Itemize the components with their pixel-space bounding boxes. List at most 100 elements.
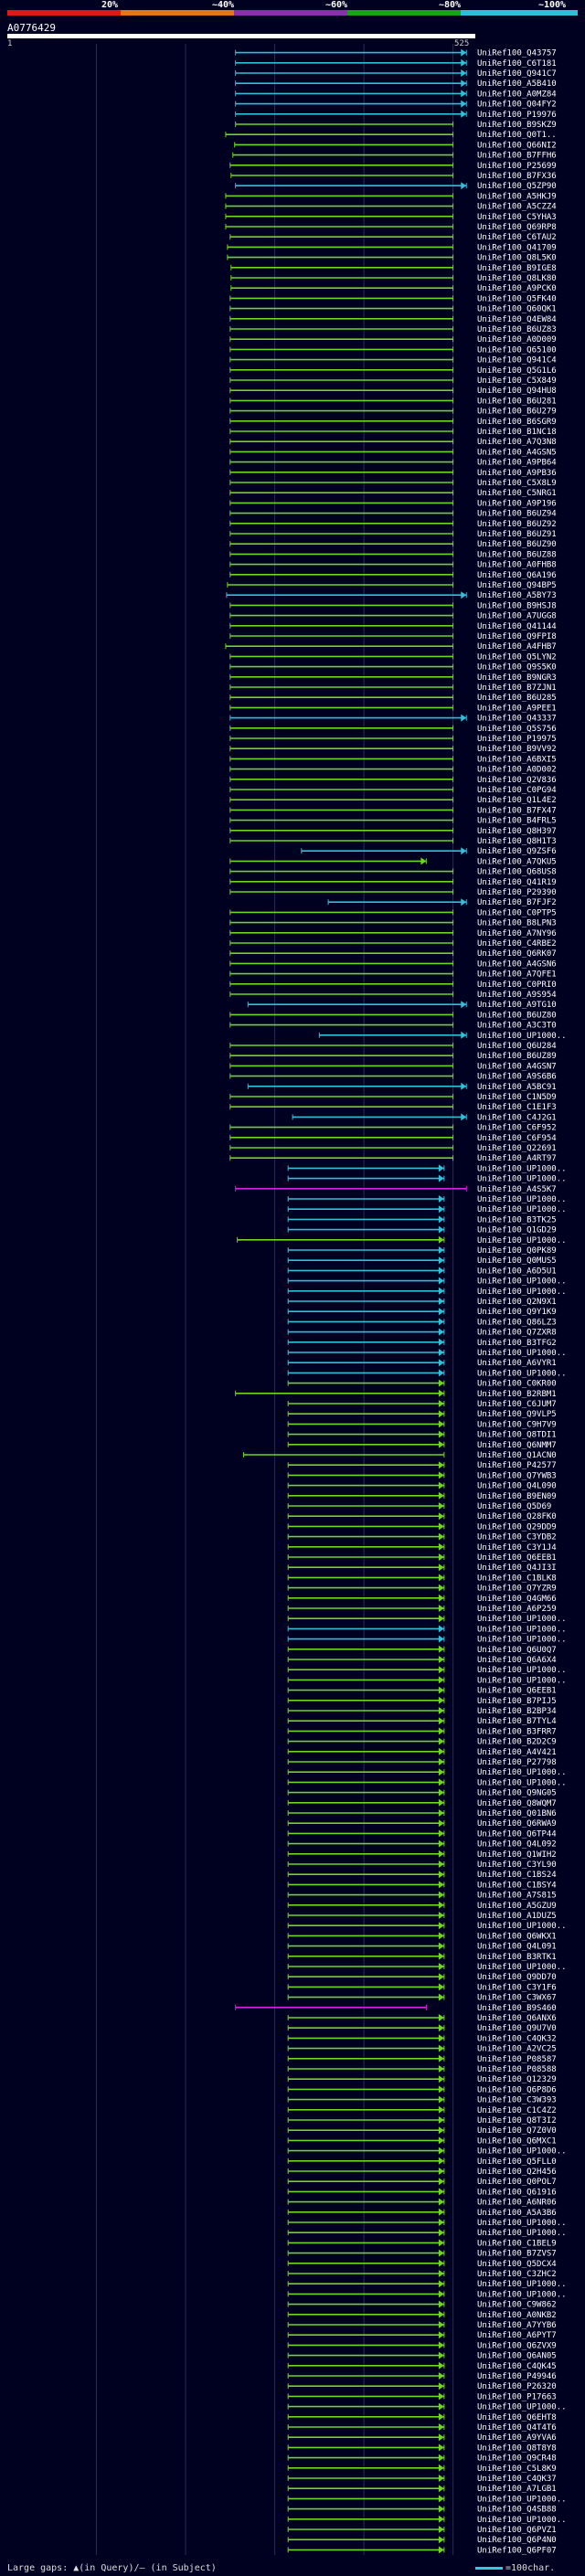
hit-label[interactable]: UniRef100_C5NRG1 — [477, 489, 557, 498]
hit-label[interactable]: UniRef100_C1BLK8 — [477, 1574, 557, 1583]
hit-row[interactable]: UniRef100_A6BXI5 — [229, 755, 557, 764]
hit-row[interactable]: UniRef100_C1N5D9 — [229, 1093, 557, 1102]
hit-label[interactable]: UniRef100_Q41R19 — [477, 878, 557, 887]
hit-row[interactable]: UniRef100_A6NR06 — [287, 2198, 557, 2208]
hit-row[interactable]: UniRef100_C0PG94 — [229, 786, 557, 795]
hit-label[interactable]: UniRef100_UP1000.. — [477, 1615, 567, 1624]
hit-row[interactable]: UniRef100_B4FRL5 — [229, 817, 557, 826]
hit-row[interactable]: UniRef100_P42577 — [287, 1461, 557, 1470]
hit-row[interactable]: UniRef100_Q43337 — [229, 714, 557, 724]
hit-row[interactable]: UniRef100_Q6U0Q7 — [287, 1645, 557, 1655]
hit-row[interactable]: UniRef100_B6U279 — [229, 408, 557, 417]
hit-row[interactable]: UniRef100_Q7Z0V0 — [287, 2126, 557, 2136]
hit-row[interactable]: UniRef100_Q8LK80 — [230, 274, 557, 283]
hit-label[interactable]: UniRef100_UP1000.. — [477, 1768, 567, 1777]
hit-label[interactable]: UniRef100_C1E1F3 — [477, 1103, 557, 1112]
hit-row[interactable]: UniRef100_C4QK45 — [287, 2361, 557, 2371]
hit-row[interactable]: UniRef100_A6D5U1 — [287, 1267, 557, 1276]
hit-row[interactable]: UniRef100_UP1000.. — [287, 1174, 567, 1184]
hit-row[interactable]: UniRef100_Q8L5K0 — [227, 254, 557, 263]
hit-row[interactable]: UniRef100_B7FJF2 — [327, 898, 557, 907]
hit-row[interactable]: UniRef100_B9SKZ9 — [235, 121, 557, 130]
hit-row[interactable]: UniRef100_Q4L092 — [287, 1839, 557, 1850]
hit-label[interactable]: UniRef100_A4GSN6 — [477, 959, 557, 969]
hit-row[interactable]: UniRef100_P19975 — [229, 735, 557, 744]
hit-label[interactable]: UniRef100_C4QK37 — [477, 2475, 557, 2484]
hit-label[interactable]: UniRef100_Q86LZ3 — [477, 1318, 557, 1327]
hit-row[interactable]: UniRef100_Q5FK40 — [229, 294, 557, 303]
hit-row[interactable]: UniRef100_B8LPN3 — [229, 919, 557, 928]
hit-label[interactable]: UniRef100_Q94HU8 — [477, 387, 557, 396]
hit-label[interactable]: UniRef100_A2VC25 — [477, 2045, 557, 2054]
hit-row[interactable]: UniRef100_C5NRG1 — [229, 489, 557, 498]
hit-label[interactable]: UniRef100_A9TG10 — [477, 1001, 557, 1010]
hit-label[interactable]: UniRef100_C4RBE2 — [477, 939, 557, 949]
hit-label[interactable]: UniRef100_B7FX36 — [477, 172, 557, 181]
hit-row[interactable]: UniRef100_UP1000.. — [287, 1778, 567, 1787]
hit-row[interactable]: UniRef100_P17663 — [287, 2392, 557, 2401]
hit-label[interactable]: UniRef100_A5HKJ9 — [477, 192, 557, 201]
hit-label[interactable]: UniRef100_P42577 — [477, 1461, 557, 1470]
hit-row[interactable]: UniRef100_Q4L091 — [287, 1942, 557, 1952]
hit-label[interactable]: UniRef100_B3RTK1 — [477, 1953, 557, 1962]
hit-row[interactable]: UniRef100_Q22691 — [229, 1144, 557, 1153]
hit-label[interactable]: UniRef100_A5CZZ4 — [477, 203, 557, 212]
hit-label[interactable]: UniRef100_Q5DCX4 — [477, 2260, 557, 2269]
hit-row[interactable]: UniRef100_C5X8L9 — [229, 479, 557, 488]
hit-label[interactable]: UniRef100_UP1000.. — [477, 1666, 567, 1675]
hit-label[interactable]: UniRef100_A4GSN7 — [477, 1062, 557, 1071]
hit-row[interactable]: UniRef100_Q0MUS5 — [287, 1256, 557, 1266]
hit-label[interactable]: UniRef100_Q6WKX1 — [477, 1932, 557, 1941]
hit-row[interactable]: UniRef100_B3RTK1 — [287, 1952, 557, 1962]
hit-row[interactable]: UniRef100_C3YDB2 — [287, 1532, 557, 1542]
hit-label[interactable]: UniRef100_Q6PF07 — [477, 2546, 557, 2555]
hit-label[interactable]: UniRef100_P08588 — [477, 2065, 557, 2074]
hit-label[interactable]: UniRef100_A7YYB6 — [477, 2321, 557, 2330]
hit-row[interactable]: UniRef100_C1BLK8 — [287, 1574, 557, 1583]
hit-label[interactable]: UniRef100_A9S954 — [477, 991, 557, 1000]
hit-label[interactable]: UniRef100_P19975 — [477, 735, 557, 744]
hit-row[interactable]: UniRef100_C3Y1J4 — [287, 1542, 557, 1553]
hit-label[interactable]: UniRef100_B2D2C9 — [477, 1738, 557, 1747]
hit-label[interactable]: UniRef100_Q43337 — [477, 715, 557, 724]
hit-row[interactable]: UniRef100_B6U285 — [229, 694, 557, 703]
hit-row[interactable]: UniRef100_UP1000.. — [287, 1349, 567, 1358]
hit-label[interactable]: UniRef100_UP1000.. — [477, 1636, 567, 1645]
hit-row[interactable]: UniRef100_A5BC91 — [247, 1082, 557, 1092]
hit-row[interactable]: UniRef100_UP1000.. — [287, 1205, 567, 1214]
hit-row[interactable]: UniRef100_A9PB64 — [229, 459, 557, 468]
hit-label[interactable]: UniRef100_C0PRI0 — [477, 981, 557, 990]
hit-label[interactable]: UniRef100_Q6ZVX9 — [477, 2341, 557, 2350]
hit-label[interactable]: UniRef100_Q29DD9 — [477, 1522, 557, 1532]
hit-row[interactable]: UniRef100_A4S5K7 — [235, 1185, 557, 1194]
hit-label[interactable]: UniRef100_UP1000.. — [477, 2229, 567, 2238]
hit-label[interactable]: UniRef100_C1C4Z2 — [477, 2106, 557, 2115]
hit-label[interactable]: UniRef100_B6UZ94 — [477, 510, 557, 519]
hit-row[interactable]: UniRef100_B7TYL4 — [287, 1717, 557, 1726]
hit-label[interactable]: UniRef100_A3C3T0 — [477, 1022, 557, 1031]
hit-row[interactable]: UniRef100_Q4JI3I — [287, 1564, 557, 1573]
hit-label[interactable]: UniRef100_B6U279 — [477, 408, 557, 417]
hit-row[interactable]: UniRef100_Q5ZP90 — [235, 182, 557, 191]
hit-label[interactable]: UniRef100_A4GSN5 — [477, 448, 557, 457]
hit-label[interactable]: UniRef100_P29390 — [477, 888, 557, 897]
hit-row[interactable]: UniRef100_Q8T3I2 — [287, 2116, 557, 2125]
hit-row[interactable]: UniRef100_P25699 — [229, 162, 557, 171]
hit-label[interactable]: UniRef100_C5L8K9 — [477, 2465, 557, 2474]
hit-label[interactable]: UniRef100_UP1000.. — [477, 1922, 567, 1931]
hit-row[interactable]: UniRef100_B9HSJ8 — [229, 601, 557, 610]
hit-row[interactable]: UniRef100_Q6P8D6 — [287, 2085, 557, 2094]
hit-row[interactable]: UniRef100_UP1000.. — [287, 2402, 567, 2412]
hit-label[interactable]: UniRef100_A0FHB8 — [477, 561, 557, 570]
hit-label[interactable]: UniRef100_B9S460 — [477, 2004, 557, 2013]
hit-row[interactable]: UniRef100_C6TAU2 — [229, 233, 557, 242]
hit-row[interactable]: UniRef100_P08588 — [287, 2065, 557, 2074]
hit-row[interactable]: UniRef100_Q86LZ3 — [287, 1318, 557, 1327]
hit-row[interactable]: UniRef100_Q5G1L6 — [229, 366, 557, 376]
hit-row[interactable]: UniRef100_UP1000.. — [287, 1922, 567, 1931]
hit-label[interactable]: UniRef100_Q9ZSF6 — [477, 847, 557, 856]
hit-row[interactable]: UniRef100_B6UZ80 — [229, 1011, 557, 1020]
hit-row[interactable]: UniRef100_A2VC25 — [287, 2044, 557, 2054]
hit-row[interactable]: UniRef100_Q9NG05 — [287, 1788, 557, 1798]
hit-label[interactable]: UniRef100_Q4T4T6 — [477, 2423, 557, 2433]
